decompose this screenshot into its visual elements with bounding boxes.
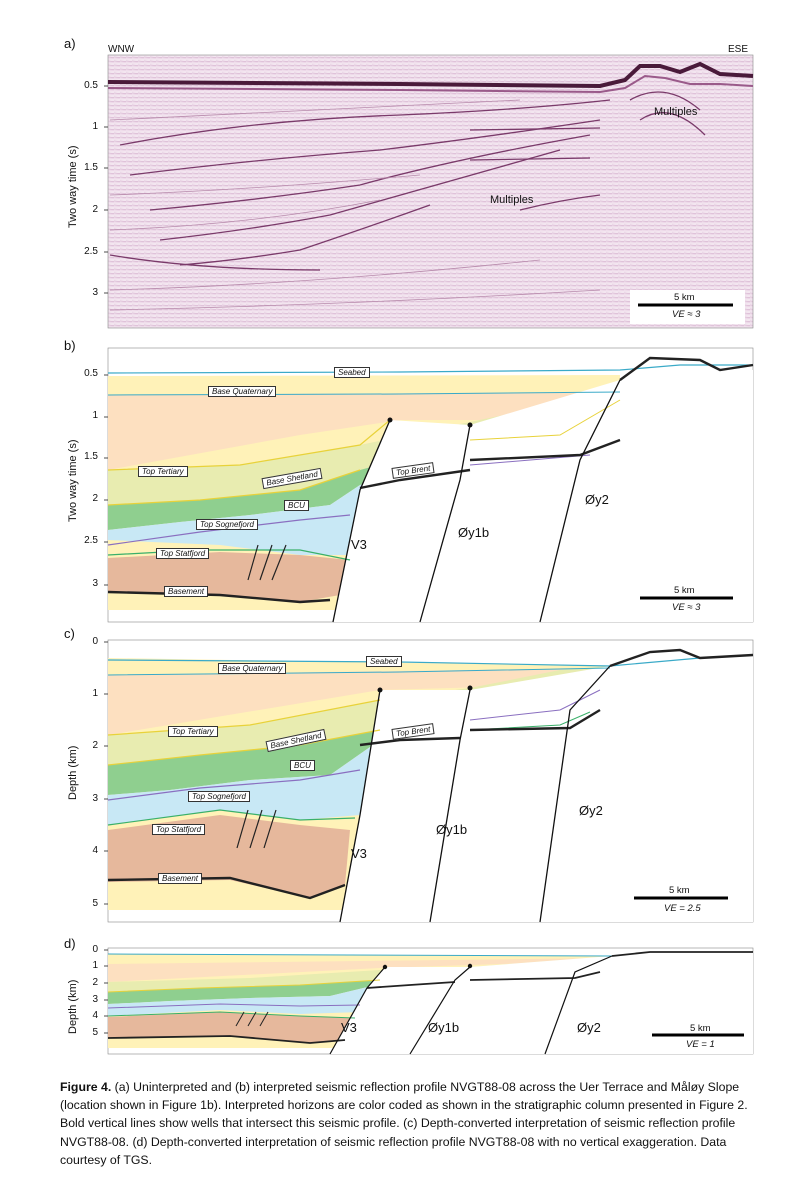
horizon-label: Top Tertiary bbox=[138, 466, 188, 477]
panel-c-ytick: 3 bbox=[92, 793, 98, 804]
panel-d-ytick: 5 bbox=[92, 1027, 98, 1038]
scale-label: 5 km bbox=[674, 292, 695, 303]
fault-label: Øy2 bbox=[577, 1020, 601, 1035]
figure-caption: Figure 4. (a) Uninterpreted and (b) inte… bbox=[60, 1078, 760, 1169]
horizon-label: Base Quaternary bbox=[208, 386, 277, 397]
scale-label: 5 km bbox=[690, 1023, 711, 1034]
panel-d-depth bbox=[104, 947, 754, 1055]
panel-c-ytick: 5 bbox=[92, 898, 98, 909]
panel-a-ytick: 1.5 bbox=[84, 162, 98, 173]
fault-label: Øy2 bbox=[579, 803, 603, 818]
horizon-label: Top Sognefjord bbox=[196, 519, 258, 530]
scale-label: 5 km bbox=[669, 885, 690, 896]
panel-a-ytick: 1 bbox=[92, 121, 98, 132]
panel-c-ytick: 4 bbox=[92, 845, 98, 856]
horizon-label: BCU bbox=[290, 760, 315, 771]
panel-b-ytick: 1.5 bbox=[84, 451, 98, 462]
horizon-label: Base Quaternary bbox=[218, 663, 287, 674]
fault-label: V3 bbox=[341, 1020, 357, 1035]
ve-label: VE = 2.5 bbox=[664, 903, 701, 914]
fault-label: Øy2 bbox=[585, 492, 609, 507]
ve-label: VE = 1 bbox=[686, 1039, 715, 1050]
panel-d-ytick: 4 bbox=[92, 1010, 98, 1021]
fault-label: V3 bbox=[351, 846, 367, 861]
horizon-label: Top Tertiary bbox=[168, 726, 218, 737]
panel-a-left-label: WNW bbox=[108, 44, 135, 55]
panel-a-ytick: 2.5 bbox=[84, 246, 98, 257]
panel-c-letter: c) bbox=[64, 626, 75, 641]
horizon-label: Seabed bbox=[366, 656, 402, 667]
panel-c-ytick: 0 bbox=[92, 636, 98, 647]
fault-label: Øy1b bbox=[436, 822, 468, 837]
panel-c-ytick: 1 bbox=[92, 688, 98, 699]
horizon-label: Basement bbox=[158, 873, 203, 884]
caption-label: Figure 4. bbox=[60, 1080, 112, 1094]
multiples-label: Multiples bbox=[654, 106, 698, 118]
caption-text: (a) Uninterpreted and (b) interpreted se… bbox=[60, 1080, 748, 1167]
fault-label: Øy1b bbox=[458, 525, 490, 540]
panel-b-ytick: 1 bbox=[92, 410, 98, 421]
horizon-label: BCU bbox=[284, 500, 309, 511]
ve-label: VE ≈ 3 bbox=[672, 602, 701, 613]
panel-a-right-label: ESE bbox=[728, 44, 749, 55]
panel-a-seismic bbox=[104, 54, 754, 329]
fault-label: V3 bbox=[351, 537, 367, 552]
horizon-label: Basement bbox=[164, 586, 209, 597]
scale-label: 5 km bbox=[674, 585, 695, 596]
panel-b-ytick: 2 bbox=[92, 493, 98, 504]
panel-a-letter: a) bbox=[64, 36, 76, 51]
horizon-label: Top Statfjord bbox=[156, 548, 210, 559]
panel-a-ytick: 2 bbox=[92, 204, 98, 215]
panel-a-ytick: 3 bbox=[92, 287, 98, 298]
multiples-label: Multiples bbox=[490, 194, 534, 206]
panel-b-ytick: 0.5 bbox=[84, 368, 98, 379]
panel-d-letter: d) bbox=[64, 936, 76, 951]
horizon-label: Top Statfjord bbox=[152, 824, 206, 835]
panel-d-ytick: 3 bbox=[92, 994, 98, 1005]
panel-d-ytick: 0 bbox=[92, 944, 98, 955]
panel-c-depth bbox=[104, 639, 754, 923]
panel-b-ytick: 2.5 bbox=[84, 535, 98, 546]
panel-d-ytick: 2 bbox=[92, 977, 98, 988]
horizon-label: Top Sognefjord bbox=[188, 791, 250, 802]
horizon-label: Seabed bbox=[334, 367, 370, 378]
fault-label: Øy1b bbox=[428, 1020, 460, 1035]
ve-label: VE ≈ 3 bbox=[672, 309, 701, 320]
panel-c-ytick: 2 bbox=[92, 740, 98, 751]
panel-b-ytick: 3 bbox=[92, 578, 98, 589]
panel-b-letter: b) bbox=[64, 338, 76, 353]
panel-a-ytick: 0.5 bbox=[84, 80, 98, 91]
panel-d-ytick: 1 bbox=[92, 960, 98, 971]
